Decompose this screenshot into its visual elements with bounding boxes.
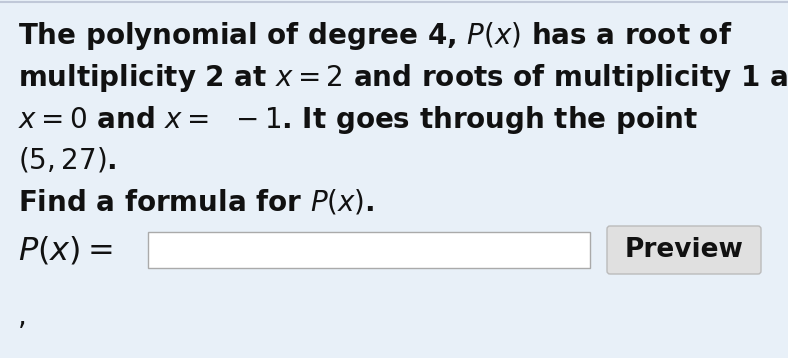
FancyBboxPatch shape	[148, 232, 590, 268]
Text: multiplicity 2 at $\mathbf{\mathit{x}} = 2$ and roots of multiplicity 1 at: multiplicity 2 at $\mathbf{\mathit{x}} =…	[18, 62, 788, 94]
Text: The polynomial of degree 4, $\mathbf{\mathit{P}}(\mathbf{\mathit{x}})$ has a roo: The polynomial of degree 4, $\mathbf{\ma…	[18, 20, 732, 52]
Text: Preview: Preview	[625, 237, 743, 263]
Text: $(5, 27)$.: $(5, 27)$.	[18, 146, 117, 175]
FancyBboxPatch shape	[607, 226, 761, 274]
Text: Find a formula for $\mathbf{\mathit{P}}(\mathbf{\mathit{x}})$.: Find a formula for $\mathbf{\mathit{P}}(…	[18, 188, 374, 217]
Text: $\mathbf{\mathit{P}}(\mathbf{\mathit{x}}) =$: $\mathbf{\mathit{P}}(\mathbf{\mathit{x}}…	[18, 234, 113, 266]
Text: $\mathbf{\mathit{x}} = 0$ and $\mathbf{\mathit{x}} = \;\; - 1$. It goes through : $\mathbf{\mathit{x}} = 0$ and $\mathbf{\…	[18, 104, 698, 136]
Text: ,: ,	[18, 303, 27, 331]
